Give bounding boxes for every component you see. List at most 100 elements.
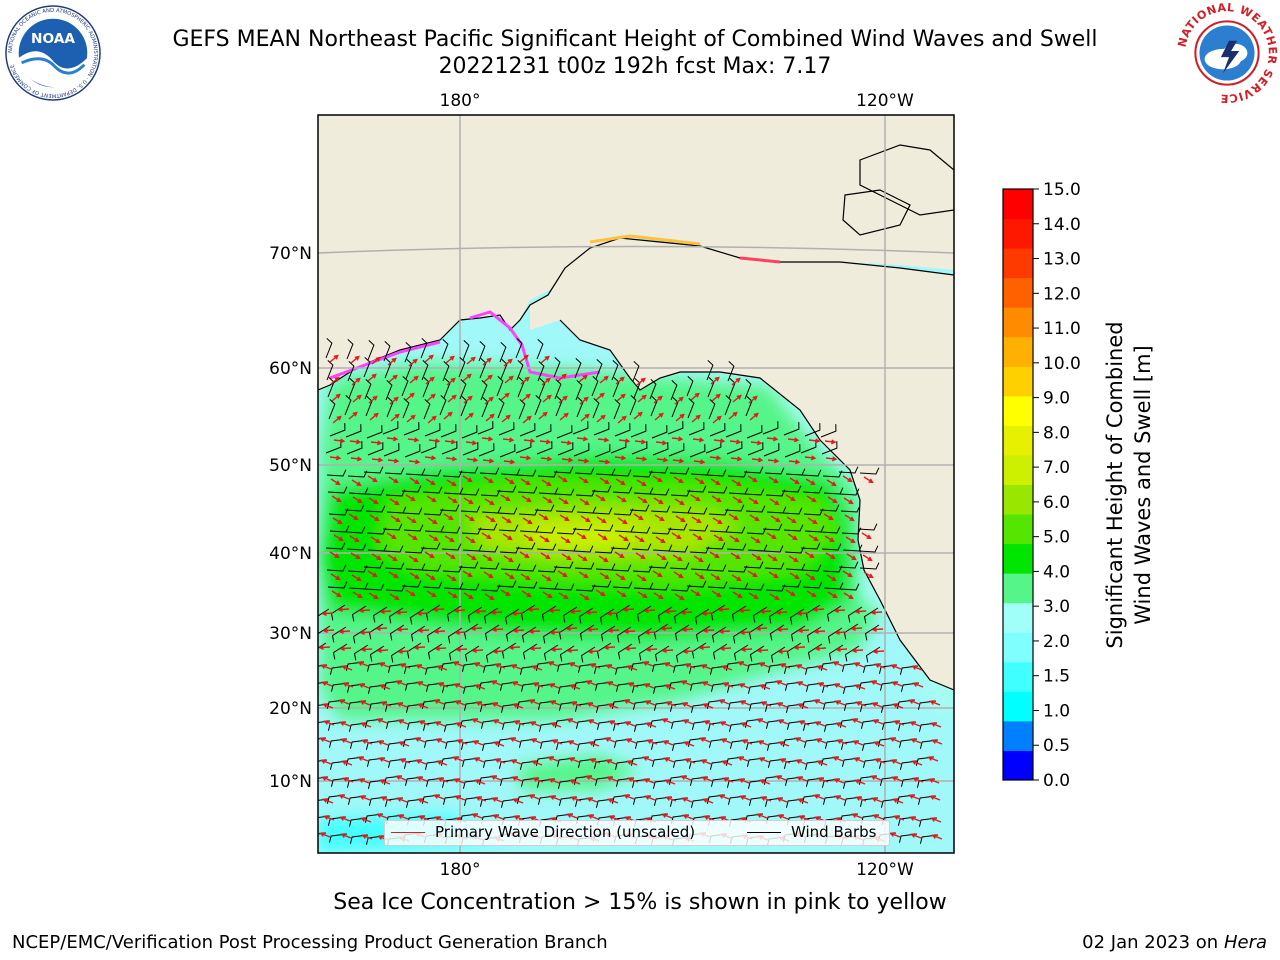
colorbar-tick-label: 5.0 [1043,528,1070,548]
wave-direction-arrow [397,719,409,725]
wave-direction-arrow [750,440,763,446]
wind-barb [423,508,444,516]
wind-barb [669,562,690,570]
wind-barb [707,486,728,494]
wave-direction-arrow [359,700,371,706]
wave-direction-arrow [541,574,552,582]
colorbar: 15.0 14.0 13.0 12.0 11.0 10.0 9.0 8.0 7.0 6.0 5.0 4… [1002,180,1081,791]
wave-direction-arrow [586,702,598,708]
footer-machine: Hera [1223,932,1267,953]
wave-direction-arrow [568,757,580,763]
wind-barb [706,360,714,381]
wind-barb [459,379,467,400]
wind-barb [363,357,371,378]
wind-barb [764,467,785,475]
wave-direction-arrow [558,497,569,505]
wave-direction-arrow [817,777,829,783]
wave-direction-arrow [360,646,373,652]
wave-direction-arrow [615,478,626,486]
wave-direction-arrow [407,533,418,541]
wave-direction-arrow [728,411,738,420]
wave-direction-arrow [756,813,768,819]
wind-barb [383,443,400,457]
wave-direction-arrow [569,779,581,785]
wave-direction-arrow [369,514,380,522]
wave-direction-arrow [701,681,713,687]
wave-direction-arrow [710,478,721,486]
wind-barb [402,398,410,419]
wind-barb [515,542,536,550]
wave-direction-arrow [540,552,551,560]
wave-direction-arrow [528,628,541,634]
wind-barb [668,545,689,553]
wave-direction-arrow [547,756,559,762]
wind-barb [403,422,420,436]
wave-direction-arrow [532,682,544,688]
wind-barb [543,644,559,661]
wave-direction-arrow [711,495,722,503]
wave-direction-arrow [891,681,903,687]
wave-direction-arrow [503,358,513,367]
wave-direction-arrow [490,775,502,781]
wave-direction-arrow [890,664,902,670]
wave-direction-arrow [484,498,495,506]
wind-barb [556,425,573,439]
wind-barb [844,645,860,662]
wave-direction-arrow [616,393,626,402]
wave-direction-arrow [331,393,341,402]
land-arctic-islands [860,145,954,215]
colorbar-segment [1003,336,1033,367]
wave-direction-arrow [624,645,637,651]
wind-barb [461,527,482,535]
wind-barb [839,583,860,591]
wind-barb [351,605,367,622]
wave-direction-arrow [566,647,579,653]
wave-direction-arrow [395,609,408,615]
wave-direction-arrow [700,664,712,670]
wind-barb [424,423,441,437]
wave-direction-arrow [755,625,768,631]
wave-direction-arrow [528,794,540,800]
wave-direction-arrow [447,394,457,403]
wave-direction-arrow [833,683,845,689]
wind-barb [389,624,405,641]
wind-barb [505,625,521,642]
colorbar-segment [1003,632,1033,663]
wave-direction-arrow [616,590,627,598]
wave-direction-arrow [357,661,369,667]
wave-direction-arrow [492,814,504,820]
wave-direction-arrow [702,627,715,633]
wind-barb [404,546,425,554]
wave-direction-arrow [699,737,711,743]
wave-direction-arrow [623,699,635,705]
wind-barb [458,466,479,474]
wind-barb [458,357,466,378]
wave-direction-arrow [760,796,772,802]
wave-direction-arrow [513,815,525,821]
wind-barb [864,624,880,641]
map-frame [317,114,955,854]
wave-direction-arrow [398,741,410,747]
wind-barb [401,376,409,397]
wind-barb [632,361,640,382]
wave-direction-arrow [681,702,693,708]
wave-direction-arrow [463,497,474,505]
wave-direction-arrow [785,589,796,597]
wave-direction-arrow [846,553,857,561]
wave-direction-arrow [796,610,809,616]
wave-direction-arrow [428,438,441,444]
wave-direction-arrow [570,796,582,802]
wave-direction-arrow [445,456,458,462]
wave-direction-arrow [671,532,682,540]
wave-direction-arrow [378,662,390,668]
colorbar-segment [1003,573,1033,604]
wind-barb [863,607,879,624]
wave-direction-arrow [722,682,734,688]
wave-direction-arrow [797,627,810,633]
wave-direction-arrow [409,572,420,580]
wind-barb [390,646,406,663]
colorbar-segment [1003,218,1033,249]
wind-barb [385,380,393,401]
wave-direction-arrow [749,514,760,522]
wave-direction-arrow [361,739,373,745]
